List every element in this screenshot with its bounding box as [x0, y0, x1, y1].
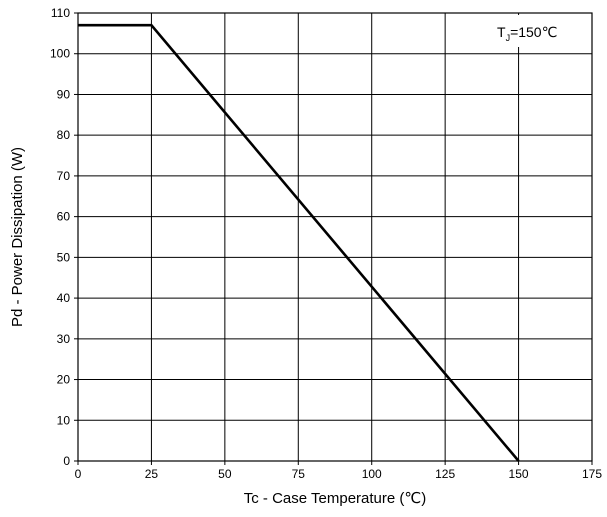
y-tick-label-30: 30 — [57, 332, 71, 346]
x-tick-label-50: 50 — [218, 467, 232, 481]
x-tick-label-0: 0 — [75, 467, 82, 481]
y-axis-title: Pd - Power Dissipation (W) — [9, 147, 26, 327]
x-tick-label-75: 75 — [292, 467, 306, 481]
x-axis-ticks: 0 25 50 75 100 125 150 175 — [75, 461, 603, 481]
x-tick-label-25: 25 — [145, 467, 159, 481]
y-tick-label-0: 0 — [63, 454, 70, 468]
y-tick-label-100: 100 — [50, 47, 70, 61]
x-tick-label-100: 100 — [362, 467, 382, 481]
y-tick-label-40: 40 — [57, 291, 71, 305]
y-tick-label-10: 10 — [57, 413, 71, 427]
y-tick-label-80: 80 — [57, 128, 71, 142]
y-tick-label-20: 20 — [57, 373, 71, 387]
y-tick-label-110: 110 — [51, 6, 70, 20]
y-tick-label-90: 90 — [57, 87, 71, 101]
grid — [78, 13, 592, 461]
annotation-value: =150℃ — [510, 24, 557, 40]
x-axis-title: Tc - Case Temperature (℃) — [244, 490, 426, 507]
tj-annotation: TJ=150℃ — [492, 15, 589, 47]
y-tick-label-70: 70 — [57, 169, 71, 183]
x-tick-label-150: 150 — [509, 467, 529, 481]
x-tick-label-175: 175 — [582, 467, 602, 481]
y-tick-label-60: 60 — [57, 210, 71, 224]
x-tick-label-125: 125 — [435, 467, 455, 481]
plot-frame — [78, 13, 592, 461]
y-tick-label-50: 50 — [57, 250, 71, 264]
y-axis-ticks: 0 10 20 30 40 50 60 70 80 90 100 110 — [50, 6, 78, 468]
